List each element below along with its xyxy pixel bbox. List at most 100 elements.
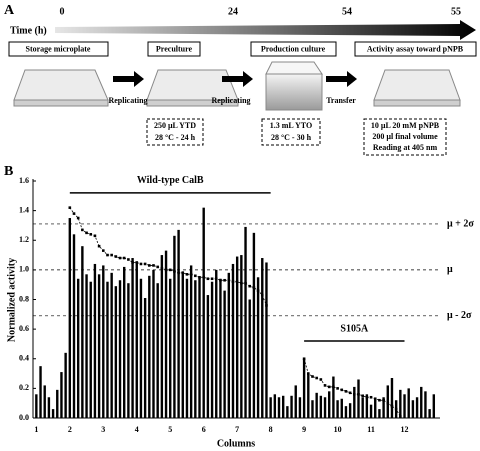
bar [164, 250, 168, 418]
x-tick-label: 4 [135, 425, 139, 434]
x-tick-label: 9 [302, 425, 306, 434]
bar [160, 255, 164, 418]
time-point: 0 [60, 6, 65, 17]
step-box [250, 41, 337, 57]
arrow [113, 71, 144, 87]
curve-marker [365, 395, 369, 399]
step-label: Storage microplate [26, 44, 91, 53]
curve-marker [93, 234, 97, 238]
curve-marker [143, 262, 147, 266]
bar [432, 394, 436, 418]
y-tick-label: 0.4 [19, 354, 29, 363]
curve-marker [256, 289, 260, 292]
curve-marker [348, 391, 352, 395]
curve-marker [373, 397, 377, 401]
bar [185, 278, 189, 418]
curve-marker [131, 261, 134, 264]
bar [365, 394, 369, 418]
bar [56, 389, 59, 418]
bar [428, 409, 431, 418]
bar [248, 299, 251, 418]
sorted-curve [303, 358, 401, 417]
bar [85, 274, 88, 418]
bar [51, 409, 55, 418]
bar [194, 280, 197, 418]
y-tick-label: 1.0 [19, 265, 29, 274]
curve-marker [319, 378, 323, 381]
time-point: 24 [228, 6, 238, 17]
condition: 250 µL YTD [154, 121, 196, 130]
reference-label: μ [447, 264, 453, 275]
arrows [113, 71, 357, 87]
arrow [326, 71, 357, 87]
bar [261, 258, 264, 418]
bar [127, 283, 130, 418]
bar [323, 397, 327, 418]
curve-marker [369, 395, 373, 399]
bar [290, 395, 293, 418]
bar [340, 398, 343, 418]
y-axis-label: Normalized activity [6, 258, 17, 342]
bar [35, 394, 38, 418]
plate-side [373, 99, 461, 107]
curve-marker [265, 304, 268, 307]
bar [281, 395, 285, 418]
bar [64, 352, 67, 418]
plate-side [13, 99, 109, 107]
curve-marker [206, 277, 210, 281]
y-tick-label: 1.2 [19, 235, 29, 244]
x-tick-label: 10 [334, 425, 342, 434]
bar [256, 277, 260, 418]
bar [390, 378, 394, 418]
bar [215, 269, 218, 418]
time-arrow [55, 20, 476, 40]
curve-marker [160, 267, 164, 270]
curve-marker [327, 385, 331, 389]
bar [286, 406, 289, 418]
bar [123, 266, 126, 418]
curve-marker [106, 253, 109, 257]
curve-marker [118, 256, 122, 260]
curve-marker [127, 258, 130, 261]
curve-marker [185, 273, 189, 276]
curve-marker [306, 372, 310, 375]
bar [156, 283, 159, 418]
bar [219, 278, 222, 418]
bar [344, 406, 348, 418]
condition: 1.3 mL YTO [270, 121, 312, 130]
bar [302, 358, 306, 418]
curve-marker [85, 231, 88, 235]
bar [76, 278, 80, 418]
time-point: 55 [451, 6, 461, 17]
curve-marker [76, 216, 80, 220]
bar [118, 280, 122, 418]
bar [269, 397, 272, 418]
bar [277, 397, 281, 418]
bar [110, 272, 113, 418]
bar [235, 256, 239, 418]
step-labels: Storage microplate Preculture Production… [8, 41, 477, 57]
curve-marker [332, 385, 335, 389]
curve-marker [152, 264, 155, 267]
curve-marker [189, 273, 193, 276]
curve-marker [357, 393, 360, 396]
curve-marker [302, 357, 306, 361]
curve-marker [248, 284, 252, 288]
bar [361, 397, 364, 418]
bar [47, 397, 51, 418]
transition-label: Replicating [108, 96, 147, 105]
curve-marker [97, 244, 101, 248]
bar [189, 265, 193, 418]
bar [143, 298, 147, 418]
curve-marker [181, 271, 185, 275]
panel-label: B [4, 164, 13, 179]
curve-marker [72, 212, 76, 215]
bar [227, 272, 231, 418]
bar [93, 263, 97, 418]
bar [378, 409, 381, 418]
curve-marker [344, 390, 348, 393]
bar [374, 398, 377, 418]
bar [148, 275, 151, 418]
